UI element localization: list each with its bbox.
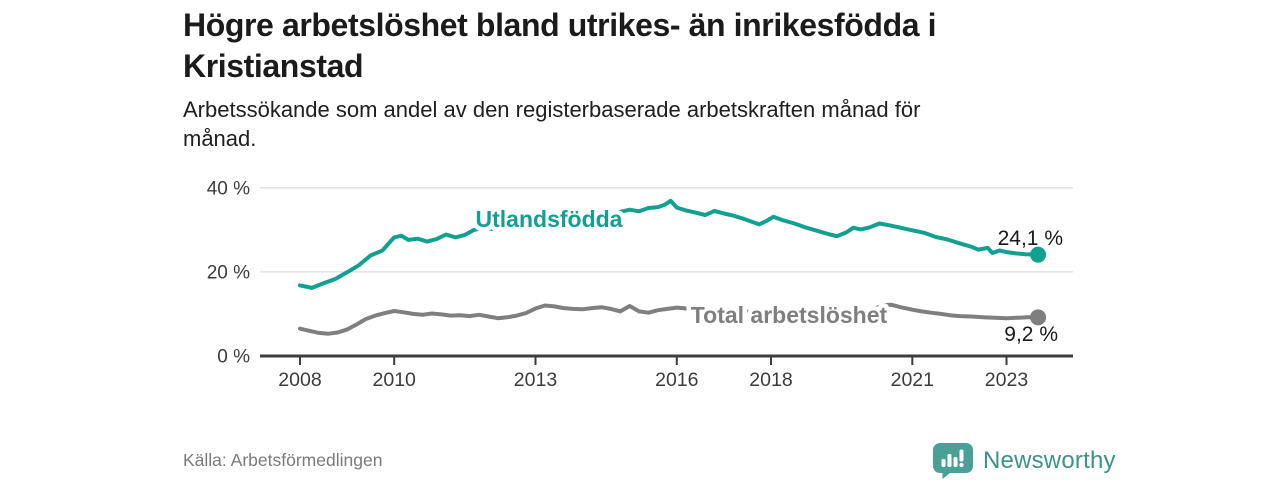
series-line-total xyxy=(298,302,1041,336)
chart-subtitle-line2: månad. xyxy=(183,126,257,151)
series-label-utlandsfodda: Utlandsfödda xyxy=(476,206,623,232)
x-tick-label: 2010 xyxy=(373,369,417,391)
chart-title-line2: Kristianstad xyxy=(183,48,364,84)
chart-title-line1: Högre arbetslöshet bland utrikes- än inr… xyxy=(183,7,937,43)
x-tick-label: 2023 xyxy=(985,369,1028,391)
exclamation-dot xyxy=(959,462,964,468)
exclamation-stem xyxy=(959,449,964,462)
bar-chart-speech-bubble-icon xyxy=(933,443,973,479)
source-note: Källa: Arbetsförmedlingen xyxy=(183,450,383,470)
x-tick-label: 2013 xyxy=(514,369,557,391)
y-tick-label: 40 % xyxy=(207,178,250,199)
speech-bubble-shape xyxy=(933,443,973,479)
x-tick-label: 2021 xyxy=(891,369,934,391)
y-tick-label: 0 % xyxy=(217,347,250,368)
newsworthy-logo: Newsworthy xyxy=(933,443,1116,479)
series-label-total: Total arbetslöshet xyxy=(691,302,888,328)
series-end-value-label: 9,2 % xyxy=(1004,323,1058,346)
chart-subtitle-line1: Arbetssökande som andel av den registerb… xyxy=(183,97,921,122)
series-end-dot-total xyxy=(1030,309,1047,326)
x-tick-label: 2018 xyxy=(749,369,792,391)
x-tick-label: 2016 xyxy=(655,369,698,391)
series-end-value-label: 24,1 % xyxy=(998,227,1063,250)
chart-subtitle: Arbetssökande som andel av den registerb… xyxy=(183,95,920,153)
newsworthy-wordmark: Newsworthy xyxy=(983,447,1116,474)
series-end-dot-utlandsfodda xyxy=(1030,246,1047,263)
chart-title: Högre arbetslöshet bland utrikes- än inr… xyxy=(183,5,937,87)
y-tick-label: 20 % xyxy=(207,262,250,283)
series-line-utlandsfodda xyxy=(298,198,1041,290)
x-tick-label: 2008 xyxy=(278,369,321,391)
logo-bars xyxy=(941,449,964,468)
